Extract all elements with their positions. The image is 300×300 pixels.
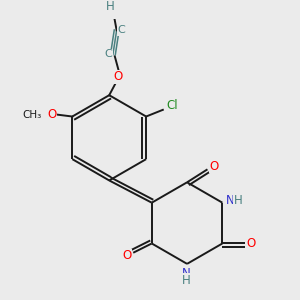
Text: O: O (209, 160, 219, 173)
Text: C: C (105, 50, 112, 59)
Text: CH₃: CH₃ (22, 110, 41, 120)
Text: N: N (182, 267, 191, 280)
Text: H: H (106, 0, 114, 13)
Text: O: O (247, 237, 256, 250)
Text: Cl: Cl (166, 99, 178, 112)
Text: O: O (47, 108, 56, 121)
Text: H: H (182, 274, 191, 287)
Text: O: O (114, 70, 123, 83)
Text: N: N (226, 194, 235, 207)
Text: H: H (234, 194, 242, 207)
Text: C: C (117, 25, 125, 35)
Text: O: O (122, 249, 131, 262)
